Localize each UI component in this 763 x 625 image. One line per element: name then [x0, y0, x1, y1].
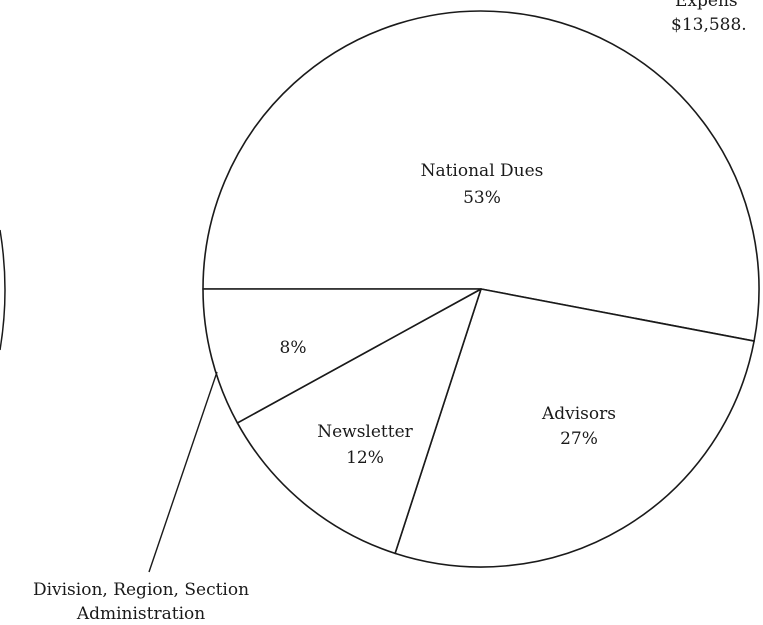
slice-national-dues [202, 10, 760, 342]
corner-label-line1: Expens [675, 0, 738, 11]
pie-slices [202, 10, 760, 568]
left-partial-circle [0, 229, 6, 351]
slice-division-admin [202, 288, 482, 424]
callout-leader [148, 371, 218, 573]
slice-value-division-admin: 8% [280, 338, 307, 358]
slice-label-national-dues: National Dues [421, 161, 544, 181]
callout-label-line1: Division, Region, Section [33, 580, 249, 600]
slice-value-advisors: 27% [560, 429, 598, 449]
callout-label-line2: Administration [76, 604, 205, 624]
slice-advisors [394, 288, 755, 568]
slice-value-national-dues: 53% [463, 188, 501, 208]
callout-leader-line [148, 371, 218, 573]
slice-label-newsletter: Newsletter [317, 422, 413, 442]
slice-value-newsletter: 12% [346, 448, 384, 468]
corner-label-line2: $13,588. [671, 15, 747, 35]
slice-newsletter [236, 288, 482, 555]
slice-label-advisors: Advisors [541, 404, 616, 424]
